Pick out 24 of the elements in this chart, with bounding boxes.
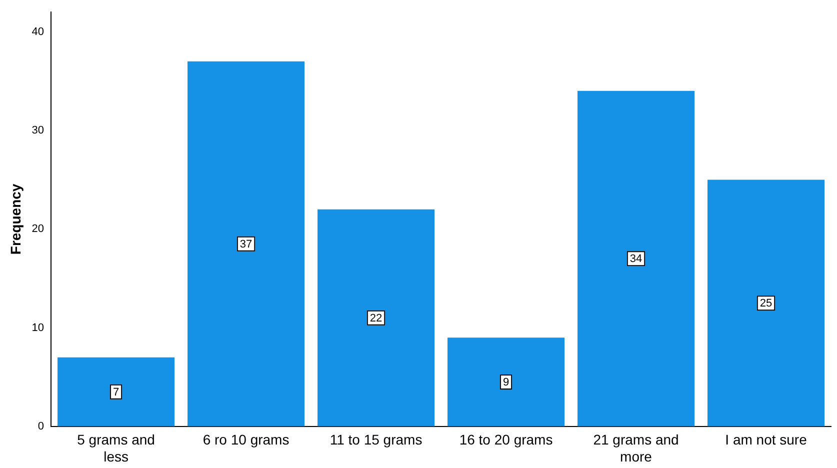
- y-tick-label: 0: [38, 420, 44, 432]
- bar: [318, 209, 435, 426]
- bar: [58, 357, 175, 426]
- data-label: 7: [112, 386, 120, 398]
- bar: [578, 90, 695, 426]
- x-tick-label: 5 grams and less: [77, 432, 155, 464]
- bar: [188, 61, 305, 426]
- x-tick-label: 16 to 20 grams: [459, 432, 553, 448]
- data-label: 22: [370, 312, 382, 324]
- bar: [708, 180, 824, 426]
- x-tick-label: I am not sure: [725, 432, 808, 448]
- y-tick-label: 20: [32, 223, 44, 236]
- x-tick-label: 6 ro 10 grams: [202, 432, 290, 448]
- y-tick-label: 40: [32, 26, 44, 38]
- bar: [448, 338, 565, 426]
- y-axis-title: Frequency: [7, 184, 24, 255]
- data-label: 34: [630, 253, 642, 266]
- x-tick-label: 21 grams and more: [593, 432, 679, 464]
- x-tick-label: 11 to 15 grams: [330, 432, 422, 448]
- data-label: 37: [240, 238, 252, 250]
- y-tick-label: 30: [32, 124, 44, 136]
- y-tick-label: 10: [32, 322, 44, 334]
- data-label: 9: [502, 376, 510, 389]
- data-label: 25: [760, 298, 772, 310]
